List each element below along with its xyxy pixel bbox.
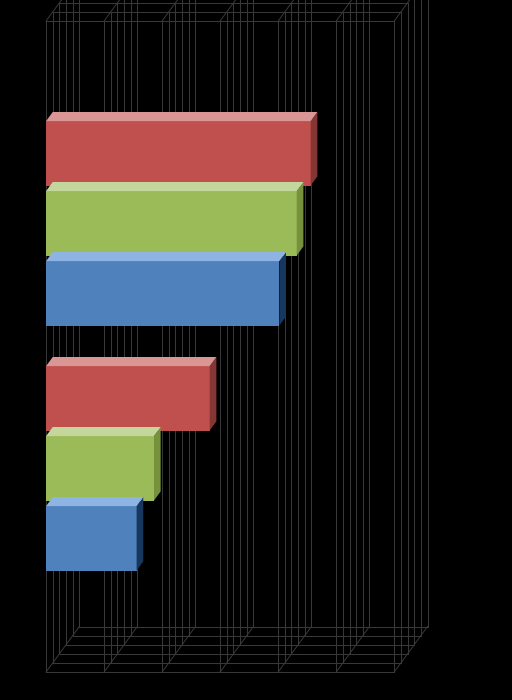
FancyBboxPatch shape: [46, 366, 210, 430]
Polygon shape: [46, 357, 217, 366]
FancyBboxPatch shape: [46, 261, 280, 326]
Polygon shape: [46, 182, 304, 191]
Polygon shape: [46, 252, 286, 261]
FancyBboxPatch shape: [46, 191, 297, 256]
Polygon shape: [46, 427, 161, 436]
Polygon shape: [280, 252, 286, 326]
Polygon shape: [46, 497, 143, 506]
Polygon shape: [297, 182, 304, 256]
Polygon shape: [46, 112, 317, 121]
FancyBboxPatch shape: [46, 436, 154, 500]
Polygon shape: [311, 112, 317, 186]
Polygon shape: [137, 497, 143, 570]
FancyBboxPatch shape: [46, 121, 311, 186]
Polygon shape: [210, 357, 217, 430]
FancyBboxPatch shape: [46, 506, 137, 570]
Polygon shape: [154, 427, 161, 500]
